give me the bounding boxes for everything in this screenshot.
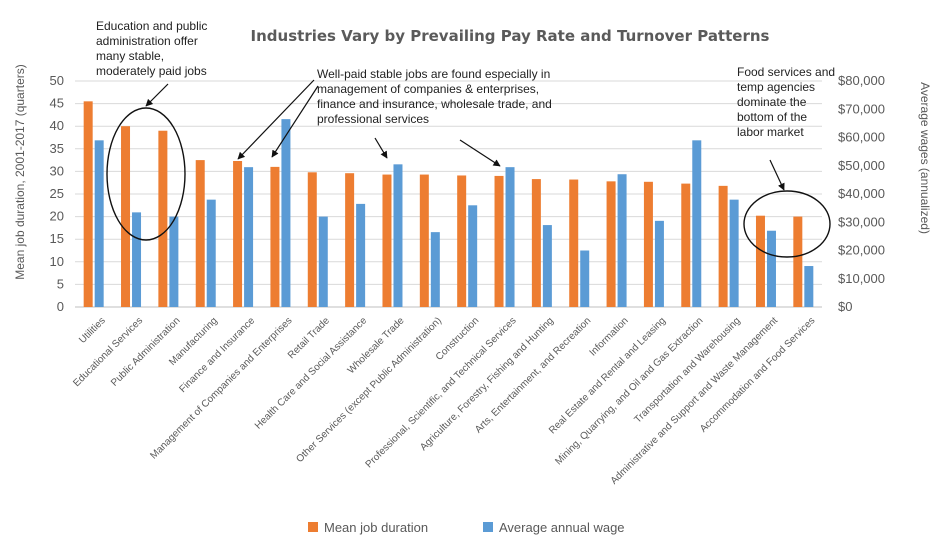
legend-label-average-annual-wage: Average annual wage bbox=[499, 520, 625, 535]
y-tick-label: 10 bbox=[50, 254, 64, 269]
right-axis-ticks: $0 $10,000 $20,000 $30,000 $40,000 $50,000 $60… bbox=[838, 73, 885, 314]
y-tick-label: 30 bbox=[50, 163, 64, 178]
y-tick-label: 20 bbox=[50, 209, 64, 224]
y-tick-label: 5 bbox=[57, 276, 64, 291]
bar-mean-job-duration bbox=[494, 175, 504, 307]
bar-average-annual-wage bbox=[766, 230, 776, 307]
bar-mean-job-duration bbox=[83, 101, 93, 307]
bar-average-annual-wage bbox=[430, 232, 440, 307]
annotation-arrow bbox=[145, 83, 169, 107]
y-tick-label: 40 bbox=[50, 118, 64, 133]
legend: Mean job duration Average annual wage bbox=[308, 520, 625, 535]
bar-average-annual-wage bbox=[617, 174, 627, 307]
bar-mean-job-duration bbox=[270, 166, 280, 307]
bar-mean-job-duration bbox=[606, 181, 616, 307]
bar-mean-job-duration bbox=[793, 216, 803, 307]
bar-mean-job-duration bbox=[195, 160, 205, 307]
y-axis-title: Mean job duration, 2001-2017 (quarters) bbox=[13, 64, 27, 279]
annotation-arrow bbox=[459, 139, 501, 167]
category-label: Agriculture, Forestry, Fishing and Hunti… bbox=[418, 315, 556, 453]
bar-average-annual-wage bbox=[580, 250, 590, 307]
bar-mean-job-duration bbox=[531, 179, 541, 307]
annotation-food-services: Food services and temp agencies dominate t… bbox=[737, 65, 835, 139]
category-label: Utilities bbox=[77, 315, 108, 346]
bar-average-annual-wage bbox=[132, 212, 142, 307]
bar-average-annual-wage bbox=[692, 140, 702, 307]
bar-mean-job-duration bbox=[382, 174, 392, 307]
bar-mean-job-duration bbox=[569, 179, 579, 307]
y2-tick-label: $70,000 bbox=[838, 101, 885, 116]
highlight-ellipse bbox=[743, 190, 831, 258]
bar-average-annual-wage bbox=[654, 220, 664, 307]
category-label: Educational Services bbox=[71, 315, 145, 389]
y-tick-label: 50 bbox=[50, 73, 64, 88]
annotation-arrow bbox=[237, 79, 315, 160]
legend-label-mean-job-duration: Mean job duration bbox=[324, 520, 428, 535]
y2-tick-label: $40,000 bbox=[838, 186, 885, 201]
y-tick-label: 45 bbox=[50, 96, 64, 111]
y-tick-label: 15 bbox=[50, 231, 64, 246]
annotation-arrow bbox=[769, 159, 785, 191]
bar-mean-job-duration bbox=[233, 161, 243, 307]
bar-mean-job-duration bbox=[643, 181, 653, 307]
bars bbox=[83, 101, 814, 307]
bar-mean-job-duration bbox=[718, 185, 728, 307]
y-tick-label: 35 bbox=[50, 141, 64, 156]
legend-swatch-average-annual-wage bbox=[483, 522, 493, 532]
bar-average-annual-wage bbox=[542, 225, 552, 307]
y2-tick-label: $50,000 bbox=[838, 158, 885, 173]
bar-average-annual-wage bbox=[281, 119, 291, 307]
bar-average-annual-wage bbox=[505, 167, 515, 307]
bar-mean-job-duration bbox=[345, 173, 355, 307]
y2-tick-label: $20,000 bbox=[838, 243, 885, 258]
y2-tick-label: $0 bbox=[838, 299, 852, 314]
y-tick-label: 0 bbox=[57, 299, 64, 314]
bar-mean-job-duration bbox=[121, 126, 131, 307]
bar-mean-job-duration bbox=[307, 172, 317, 307]
bar-average-annual-wage bbox=[169, 216, 179, 307]
bar-mean-job-duration bbox=[681, 183, 691, 307]
chart-title: Industries Vary by Prevailing Pay Rate a… bbox=[251, 27, 770, 45]
bar-average-annual-wage bbox=[468, 205, 478, 307]
category-label: Public Administration bbox=[109, 315, 182, 388]
bar-mean-job-duration bbox=[755, 215, 765, 307]
y2-tick-label: $80,000 bbox=[838, 73, 885, 88]
category-label: Finance and Insurance bbox=[177, 315, 257, 395]
bar-mean-job-duration bbox=[457, 175, 467, 307]
y2-axis-title: Average wages (annualized) bbox=[918, 82, 930, 234]
bar-average-annual-wage bbox=[356, 203, 366, 307]
highlight-ellipse bbox=[106, 107, 186, 241]
annotation-education: Education and public administration offer… bbox=[96, 19, 207, 78]
left-axis-ticks: 0 5 10 15 20 25 30 35 40 45 50 bbox=[50, 73, 64, 314]
bar-average-annual-wage bbox=[804, 266, 814, 307]
bar-average-annual-wage bbox=[393, 164, 403, 307]
bar-average-annual-wage bbox=[94, 140, 104, 307]
y2-tick-label: $30,000 bbox=[838, 214, 885, 229]
gridlines bbox=[75, 80, 822, 308]
y2-tick-label: $60,000 bbox=[838, 130, 885, 145]
annotations: Education and public administration offer… bbox=[96, 19, 835, 258]
y-tick-label: 25 bbox=[50, 186, 64, 201]
category-label: Management of Companies and Enterprises bbox=[148, 315, 294, 461]
annotation-arrow bbox=[374, 137, 388, 159]
bar-average-annual-wage bbox=[244, 167, 254, 307]
bar-average-annual-wage bbox=[206, 199, 216, 307]
annotation-arrow bbox=[271, 85, 319, 158]
bar-mean-job-duration bbox=[158, 130, 168, 307]
bar-average-annual-wage bbox=[729, 199, 739, 307]
legend-swatch-mean-job-duration bbox=[308, 522, 318, 532]
y2-tick-label: $10,000 bbox=[838, 271, 885, 286]
annotation-well-paid: Well-paid stable jobs are found especial… bbox=[317, 67, 552, 126]
bar-average-annual-wage bbox=[318, 216, 328, 307]
bar-mean-job-duration bbox=[419, 174, 429, 307]
